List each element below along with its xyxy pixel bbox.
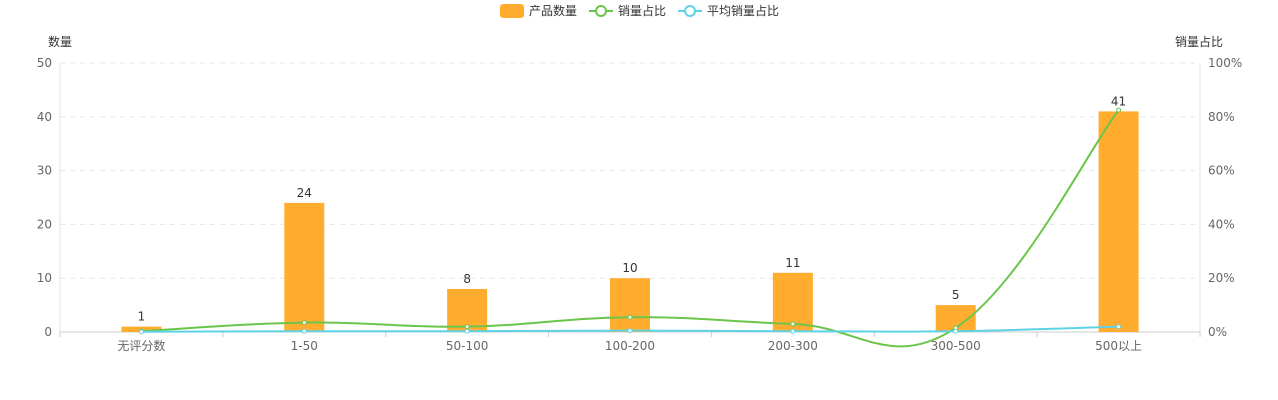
grid (60, 62, 1200, 279)
legend-swatch-0 (500, 4, 524, 18)
bar-1 (284, 202, 325, 332)
legend-item-1: 销量占比 (589, 3, 666, 18)
right-tick-label-0: 0% (1208, 325, 1227, 339)
line-point-0-2 (464, 324, 470, 330)
left-axis-title: 数量 (48, 34, 72, 49)
line-point-1-1 (301, 328, 307, 334)
left-tick-label-3: 30 (37, 164, 52, 178)
x-tick-label-4: 200-300 (768, 339, 818, 353)
line-point-1-6 (1116, 324, 1122, 330)
legend-marker-1 (595, 5, 608, 17)
line-point-0-4 (790, 321, 796, 327)
x-tick-label-2: 50-100 (446, 339, 489, 353)
legend: 产品数量 销量占比 平均销量占比 (500, 3, 779, 18)
legend-label-1: 销量占比 (618, 3, 666, 18)
line-point-0-1 (301, 320, 307, 326)
line-point-1-3 (627, 328, 633, 334)
line-point-0-6 (1116, 107, 1122, 113)
left-tick-label-1: 10 (37, 271, 52, 285)
legend-item-2: 平均销量占比 (678, 3, 779, 18)
bar-value-label-4: 11 (785, 256, 800, 270)
bar-6 (1098, 111, 1139, 332)
line-point-0-3 (627, 314, 633, 320)
left-tick-label-4: 40 (37, 110, 52, 124)
legend-marker-2 (684, 5, 697, 17)
left-tick-label-5: 50 (37, 56, 52, 70)
x-tick-label-0: 无评分数 (117, 338, 165, 353)
bar-value-label-3: 10 (622, 261, 637, 275)
line-point-1-4 (790, 328, 796, 334)
x-tick-label-1: 1-50 (291, 339, 318, 353)
bar-value-label-1: 24 (297, 186, 312, 200)
right-tick-label-2: 40% (1208, 217, 1235, 231)
legend-item-0: 产品数量 (500, 3, 577, 18)
bar-3 (610, 278, 650, 332)
line-point-1-2 (464, 328, 470, 334)
bar-value-label-5: 5 (952, 288, 960, 302)
x-tick-label-6: 500以上 (1095, 339, 1142, 353)
line-point-1-0 (138, 329, 144, 335)
bar-value-label-2: 8 (463, 272, 471, 286)
right-tick-label-3: 60% (1208, 164, 1235, 178)
right-axis-title: 销量占比 (1175, 34, 1223, 49)
x-tick-label-5: 300-500 (931, 339, 981, 353)
bar-value-label-6: 41 (1111, 94, 1126, 108)
left-tick-label-0: 0 (44, 325, 52, 339)
bars (121, 111, 1139, 332)
left-tick-label-2: 20 (37, 217, 52, 231)
legend-label-2: 平均销量占比 (707, 3, 779, 18)
lines (138, 107, 1122, 348)
right-tick-label-4: 80% (1208, 110, 1235, 124)
data-labels: 1 24 8 10 11 5 41 (138, 94, 1127, 323)
legend-label-0: 产品数量 (529, 3, 577, 18)
right-tick-label-1: 20% (1208, 271, 1235, 285)
right-tick-label-5: 100% (1208, 56, 1242, 70)
line-point-1-5 (953, 328, 959, 334)
x-tick-label-3: 100-200 (605, 339, 655, 353)
bar-value-label-0: 1 (138, 310, 146, 324)
